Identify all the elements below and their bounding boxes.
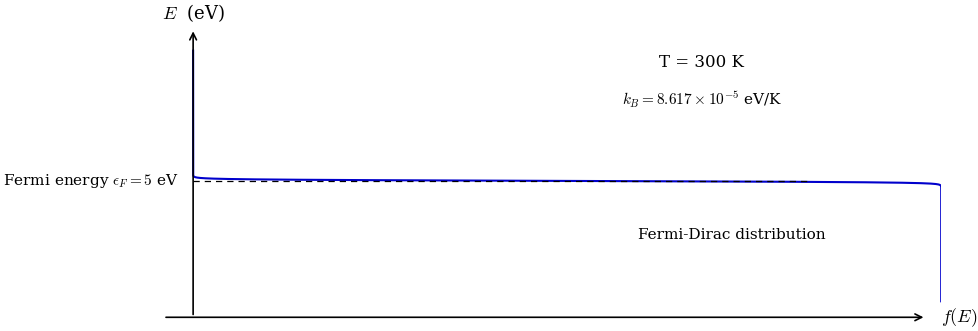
Text: $E$  (eV): $E$ (eV): [161, 2, 224, 24]
Text: Fermi energy $\epsilon_F = 5$ eV: Fermi energy $\epsilon_F = 5$ eV: [3, 172, 178, 190]
Text: $f(E)$: $f(E)$: [940, 306, 977, 329]
Text: Fermi-Dirac distribution: Fermi-Dirac distribution: [638, 228, 824, 242]
Text: $k_B = 8.617 \times 10^{-5}$ eV/K: $k_B = 8.617 \times 10^{-5}$ eV/K: [621, 90, 781, 110]
Text: T = 300 K: T = 300 K: [658, 54, 743, 71]
